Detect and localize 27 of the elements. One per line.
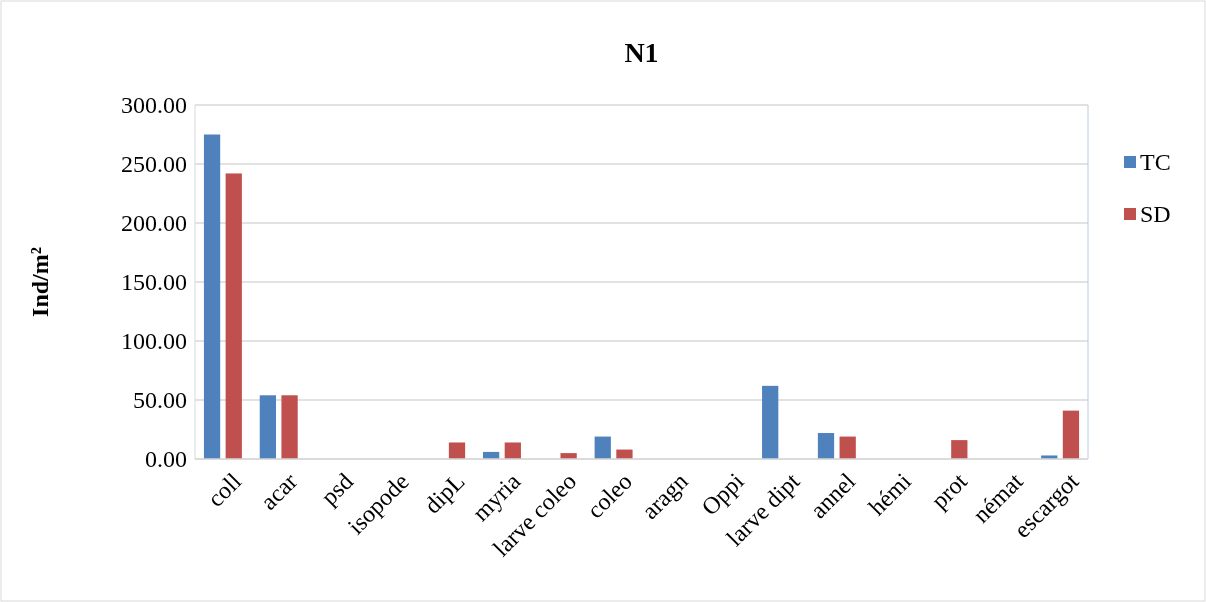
y-tick-label: 0.00	[145, 446, 187, 473]
bar	[203, 134, 221, 459]
bar	[448, 442, 466, 459]
bar	[839, 436, 856, 459]
bar	[259, 395, 277, 459]
y-tick-label: 300.00	[121, 92, 187, 119]
bar	[594, 436, 611, 459]
x-tick-label: coll	[202, 467, 247, 512]
x-tick-label: acar	[255, 468, 303, 515]
y-tick-label: 200.00	[121, 210, 187, 237]
chart-title: N1	[624, 37, 659, 68]
bar	[504, 442, 521, 459]
y-tick-label: 150.00	[121, 269, 187, 296]
bar	[225, 173, 242, 459]
bar	[1062, 410, 1080, 459]
bar	[762, 385, 779, 459]
legend-label: TC	[1140, 149, 1171, 176]
bar	[951, 440, 968, 459]
y-tick-label: 250.00	[121, 151, 187, 178]
x-tick-label: prot	[926, 467, 973, 514]
y-tick-label: 100.00	[121, 328, 187, 355]
x-tick-label: dipL	[419, 468, 470, 519]
y-tick-label: 50.00	[133, 387, 187, 414]
legend-label: SD	[1140, 201, 1171, 228]
y-axis-title: Ind/m²	[27, 247, 53, 317]
bar	[281, 395, 298, 459]
bar	[817, 433, 835, 459]
